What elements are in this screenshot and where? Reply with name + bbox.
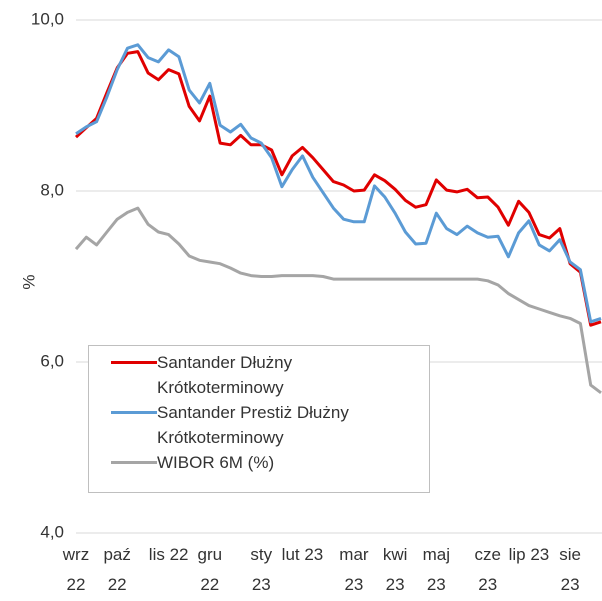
x-tick-label: lis 22 <box>148 545 189 564</box>
legend-swatch <box>111 461 157 464</box>
legend-label: Santander Prestiż Dłużny Krótkoterminowy <box>157 403 349 447</box>
x-tick-label: maj 23 <box>422 545 450 594</box>
x-tick-label: kwi 23 <box>382 545 408 594</box>
legend-swatch <box>111 361 157 364</box>
x-tick-label: wrz 22 <box>62 545 90 594</box>
series-line <box>74 206 602 395</box>
y-tick-label: 4,0 <box>40 522 64 541</box>
legend-entry: Santander Dłużny Krótkoterminowy <box>111 350 429 400</box>
x-tick-label: sie 23 <box>559 545 581 594</box>
x-tick-label: gru 22 <box>197 545 223 594</box>
legend-entry: Santander Prestiż Dłużny Krótkoterminowy <box>111 400 429 450</box>
series-line <box>74 50 602 327</box>
legend-label: Santander Dłużny Krótkoterminowy <box>157 353 293 397</box>
legend-label: WIBOR 6M (%) <box>157 453 275 472</box>
y-tick-label: 10,0 <box>31 9 64 28</box>
x-tick-label: mar 23 <box>339 545 369 594</box>
legend: Santander Dłużny Krótkoterminowy Santande… <box>88 345 430 493</box>
x-tick-label: lut 23 <box>281 545 324 564</box>
legend-entry: WIBOR 6M (%) <box>111 450 429 475</box>
y-axis-label: % <box>19 274 38 289</box>
x-tick-label: sty 23 <box>250 545 273 594</box>
x-tick-label: cze 23 <box>474 545 501 594</box>
x-tick-label: paź 22 <box>103 545 131 594</box>
legend-swatch <box>111 411 157 414</box>
y-tick-label: 8,0 <box>40 180 64 199</box>
x-tick-label: lip 23 <box>508 545 550 564</box>
y-tick-label: 6,0 <box>40 351 64 370</box>
series-line <box>75 43 602 324</box>
